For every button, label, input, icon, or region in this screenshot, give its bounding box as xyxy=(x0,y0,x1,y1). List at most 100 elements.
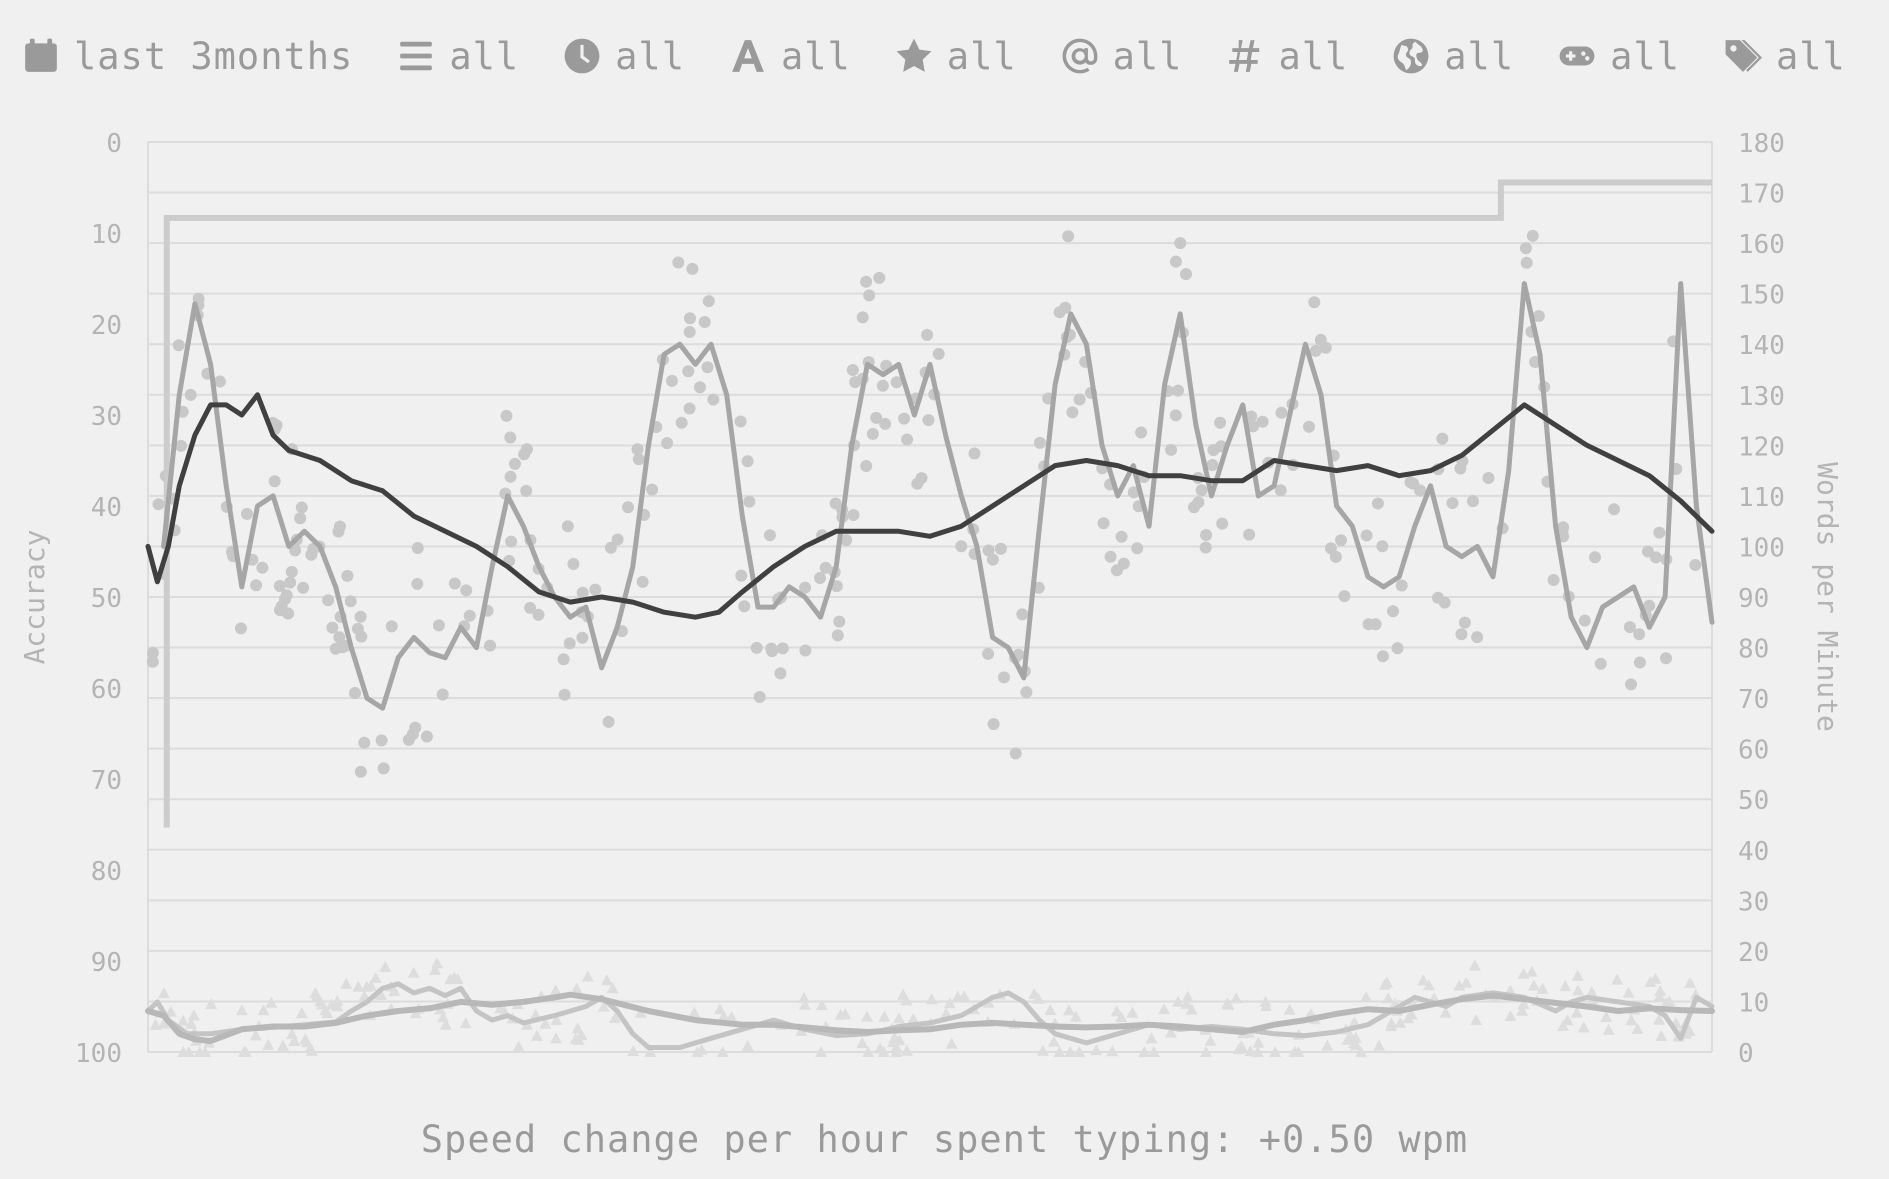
wpm-point xyxy=(751,642,763,654)
wpm-point xyxy=(1405,476,1417,488)
wpm-point xyxy=(848,509,860,521)
wpm-point xyxy=(460,584,472,596)
left-tick-label: 40 xyxy=(91,493,122,523)
accuracy-point xyxy=(236,1004,248,1015)
right-tick-label: 150 xyxy=(1738,281,1785,311)
wpm-point xyxy=(235,622,247,634)
wpm-point xyxy=(774,667,786,679)
wpm-point xyxy=(411,578,423,590)
wpm-point xyxy=(147,656,159,668)
accuracy-point xyxy=(1655,1030,1667,1041)
accuracy-point xyxy=(1572,984,1584,995)
wpm-point xyxy=(274,580,286,592)
accuracy-point xyxy=(1158,1003,1170,1014)
wpm-point xyxy=(376,734,388,746)
wpm-point xyxy=(378,762,390,774)
right-tick-label: 130 xyxy=(1738,382,1785,412)
wpm-point xyxy=(509,458,521,470)
accuracy-point xyxy=(856,1037,868,1048)
accuracy-point xyxy=(742,1040,754,1051)
wpm-point xyxy=(1010,748,1022,760)
wpm-point xyxy=(707,394,719,406)
accuracy-point xyxy=(1559,980,1571,991)
accuracy-point xyxy=(627,1045,639,1056)
wpm-point xyxy=(333,631,345,643)
left-tick-label: 80 xyxy=(91,857,122,887)
wpm-point xyxy=(982,648,994,660)
wpm-point xyxy=(666,375,678,387)
accuracy-point xyxy=(1090,1044,1102,1055)
left-tick-label: 10 xyxy=(91,220,122,250)
wpm-point xyxy=(1034,437,1046,449)
accuracy-point xyxy=(1470,1014,1482,1025)
wpm-point xyxy=(322,594,334,606)
wpm-point xyxy=(1396,580,1408,592)
wpm-point xyxy=(358,737,370,749)
accuracy-point xyxy=(1063,1004,1075,1015)
wpm-point xyxy=(1054,306,1066,318)
wpm-point xyxy=(738,600,750,612)
left-axis-title: Accuracy xyxy=(18,530,51,665)
right-tick-label: 10 xyxy=(1738,988,1769,1018)
wpm-point xyxy=(1483,472,1495,484)
wpm-point xyxy=(1689,559,1701,571)
wpm-point xyxy=(464,610,476,622)
accuracy-point xyxy=(1611,974,1623,985)
wpm-point xyxy=(735,570,747,582)
right-tick-label: 30 xyxy=(1738,887,1769,917)
wpm-point xyxy=(1174,237,1186,249)
wpm-point xyxy=(433,619,445,631)
accuracy-point xyxy=(277,1040,289,1051)
wpm-point xyxy=(1214,417,1226,429)
right-tick-label: 40 xyxy=(1738,837,1769,867)
accuracy-point xyxy=(582,971,594,982)
wpm-point xyxy=(505,471,517,483)
wpm-point xyxy=(449,578,461,590)
wpm-point xyxy=(355,611,367,623)
wpm-point xyxy=(686,263,698,275)
wpm-point xyxy=(847,364,859,376)
wpm-point xyxy=(637,576,649,588)
accuracy-point xyxy=(893,1012,905,1023)
wpm-point xyxy=(1111,564,1123,576)
wpm-point xyxy=(333,526,345,538)
accuracy-point xyxy=(431,957,443,968)
wpm-point xyxy=(505,536,517,548)
accuracy-point xyxy=(513,1041,525,1052)
wpm-point xyxy=(1392,642,1404,654)
left-tick-label: 100 xyxy=(75,1039,122,1069)
wpm-point xyxy=(1172,385,1184,397)
wpm-point xyxy=(1257,416,1269,428)
accuracy-point xyxy=(1284,1004,1296,1015)
wpm-point xyxy=(520,485,532,497)
wpm-point xyxy=(1471,631,1483,643)
wpm-point xyxy=(1338,590,1350,602)
accuracy-point xyxy=(1469,960,1481,971)
accuracy-point xyxy=(1572,970,1584,981)
accuracy-point xyxy=(150,1019,162,1030)
wpm-point xyxy=(857,311,869,323)
accuracy-point xyxy=(901,1045,913,1056)
wpm-point xyxy=(1170,256,1182,268)
wpm-point xyxy=(684,326,696,338)
wpm-point xyxy=(766,645,778,657)
wpm-point xyxy=(702,361,714,373)
accuracy-point xyxy=(188,1010,200,1021)
accuracy-point xyxy=(601,974,613,985)
wpm-point xyxy=(1376,540,1388,552)
wpm-point xyxy=(622,501,634,513)
right-tick-label: 90 xyxy=(1738,584,1769,614)
wpm-point xyxy=(501,410,513,422)
wpm-point xyxy=(484,640,496,652)
wpm-point xyxy=(603,716,615,728)
wpm-point xyxy=(1454,463,1466,475)
accuracy-point xyxy=(1373,1040,1385,1051)
right-tick-label: 100 xyxy=(1738,533,1785,563)
wpm-point xyxy=(898,413,910,425)
wpm-point xyxy=(955,540,967,552)
wpm-point xyxy=(1455,628,1467,640)
wpm-point xyxy=(269,475,281,487)
accuracy-point xyxy=(1044,1004,1056,1015)
wpm-point xyxy=(1216,518,1228,530)
accuracy-point xyxy=(1562,1014,1574,1025)
